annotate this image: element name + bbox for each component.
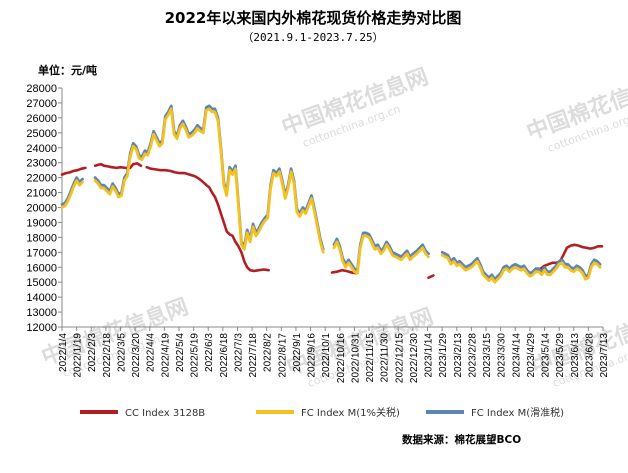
y-tick-label: 25000 (26, 128, 57, 140)
x-tick-label: 2023/1/29 (438, 333, 449, 378)
y-tick-label: 14000 (26, 292, 57, 304)
x-tick-label: 2022/6/3 (204, 333, 215, 372)
x-tick-label: 2022/12/30 (409, 333, 420, 383)
y-tick-label: 23000 (26, 158, 57, 170)
x-tick-label: 2022/3/20 (131, 333, 142, 378)
x-tick-label: 2022/3/5 (116, 333, 127, 372)
series-layer (60, 104, 604, 284)
x-tick-label: 2022/5/4 (175, 333, 186, 372)
legend-label: FC Index M(滑准税) (471, 406, 564, 419)
x-tick-label: 2022/10/31 (350, 333, 361, 383)
y-tick-label: 26000 (26, 113, 57, 125)
y-tick-label: 12000 (26, 322, 57, 334)
y-tick-label: 16000 (26, 262, 57, 274)
x-tick-label: 2023/4/14 (511, 333, 522, 378)
y-tick-label: 28000 (26, 83, 57, 95)
x-tick-label: 2022/9/1 (292, 333, 303, 372)
x-tick-label: 2023/7/13 (599, 333, 610, 378)
x-tick-label: 2023/6/28 (584, 333, 595, 378)
x-tick-label: 2022/4/4 (146, 333, 157, 372)
x-tick-label: 2022/7/18 (248, 333, 259, 378)
x-tick-label: 2022/8/2 (263, 333, 274, 372)
y-tick-label: 15000 (26, 277, 57, 289)
y-tick-label: 20000 (26, 203, 57, 215)
legend-label: FC Index M(1%关税) (301, 406, 400, 419)
y-tick-label: 22000 (26, 173, 57, 185)
source-note: 数据来源：棉花展望BCO (401, 433, 521, 446)
x-tick-label: 2023/5/29 (555, 333, 566, 378)
series-line-2 (60, 107, 602, 284)
x-tick-label: 2022/8/17 (277, 333, 288, 378)
x-tick-label: 2023/6/13 (570, 333, 581, 378)
y-tick-label: 17000 (26, 247, 57, 259)
x-tick-label: 2023/4/29 (526, 333, 537, 378)
x-tick-label: 2022/10/16 (336, 333, 347, 383)
x-tick-label: 2022/6/18 (219, 333, 230, 378)
legend: CC Index 3128B FC Index M(1%关税) FC Index M… (80, 406, 564, 419)
x-tick-label: 2022/1/19 (73, 333, 84, 378)
chart-subtitle: （2021.9.1-2023.7.25） (242, 31, 383, 44)
x-tick-label: 2022/9/16 (307, 333, 318, 378)
x-tick-label: 2022/1/4 (58, 333, 69, 372)
x-tick-label: 2022/5/19 (190, 333, 201, 378)
x-tick-label: 2023/5/14 (541, 333, 552, 378)
x-tick-label: 2022/11/30 (380, 333, 391, 383)
x-tick-label: 2023/2/28 (467, 333, 478, 378)
legend-label: CC Index 3128B (125, 408, 205, 419)
chart-title: 2022年以来国内外棉花现货价格走势对比图 (165, 9, 462, 27)
x-tick-label: 2022/10/1 (321, 333, 332, 378)
x-tick-label: 2022/7/3 (233, 333, 244, 372)
y-tick-label: 18000 (26, 232, 57, 244)
x-tick-label: 2022/11/15 (365, 333, 376, 383)
x-tick-label: 2023/1/14 (424, 333, 435, 378)
series-line-1 (60, 162, 604, 279)
x-tick-label: 2023/2/13 (453, 333, 464, 378)
y-tick-label: 19000 (26, 217, 57, 229)
unit-label: 单位：元/吨 (38, 63, 97, 77)
x-tick-label: 2023/3/30 (497, 333, 508, 378)
y-tick-label: 24000 (26, 143, 57, 155)
x-tick-label: 2022/2/3 (87, 333, 98, 372)
x-tick-label: 2022/2/18 (102, 333, 113, 378)
y-axis: 12000 13000 14000 15000 16000 17000 18000 19000… (26, 83, 63, 334)
x-tick-label: 2022/12/15 (394, 333, 405, 383)
x-tick-label: 2022/4/19 (160, 333, 171, 378)
y-tick-label: 13000 (26, 307, 57, 319)
x-axis: 2022/1/4 2022/1/19 2022/2/3 2022/2/18 2022/3… (58, 326, 610, 383)
y-tick-label: 27000 (26, 98, 57, 110)
x-tick-label: 2023/3/15 (482, 333, 493, 378)
y-tick-label: 21000 (26, 188, 57, 200)
